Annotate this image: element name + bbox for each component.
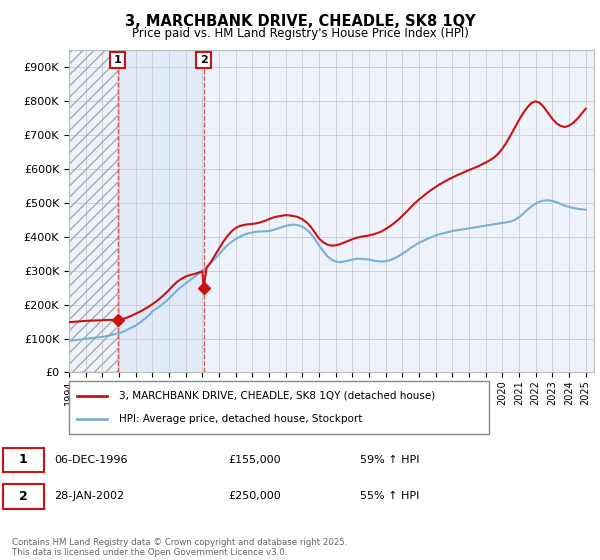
Text: 2: 2 [19,490,28,503]
Text: 1: 1 [19,454,28,466]
Text: Contains HM Land Registry data © Crown copyright and database right 2025.
This d: Contains HM Land Registry data © Crown c… [12,538,347,557]
Text: HPI: Average price, detached house, Stockport: HPI: Average price, detached house, Stoc… [119,414,363,424]
Text: Price paid vs. HM Land Registry's House Price Index (HPI): Price paid vs. HM Land Registry's House … [131,27,469,40]
Text: 55% ↑ HPI: 55% ↑ HPI [360,492,419,501]
FancyBboxPatch shape [3,484,44,508]
Text: 3, MARCHBANK DRIVE, CHEADLE, SK8 1QY (detached house): 3, MARCHBANK DRIVE, CHEADLE, SK8 1QY (de… [119,391,436,401]
Text: 2: 2 [200,55,208,65]
Bar [118,50,203,372]
FancyBboxPatch shape [69,381,489,434]
Text: 59% ↑ HPI: 59% ↑ HPI [360,455,419,465]
Text: 3, MARCHBANK DRIVE, CHEADLE, SK8 1QY: 3, MARCHBANK DRIVE, CHEADLE, SK8 1QY [125,14,475,29]
Text: 1: 1 [114,55,122,65]
Text: 28-JAN-2002: 28-JAN-2002 [54,492,124,501]
FancyBboxPatch shape [3,448,44,472]
Text: 06-DEC-1996: 06-DEC-1996 [54,455,128,465]
Text: £155,000: £155,000 [228,455,281,465]
Text: £250,000: £250,000 [228,492,281,501]
